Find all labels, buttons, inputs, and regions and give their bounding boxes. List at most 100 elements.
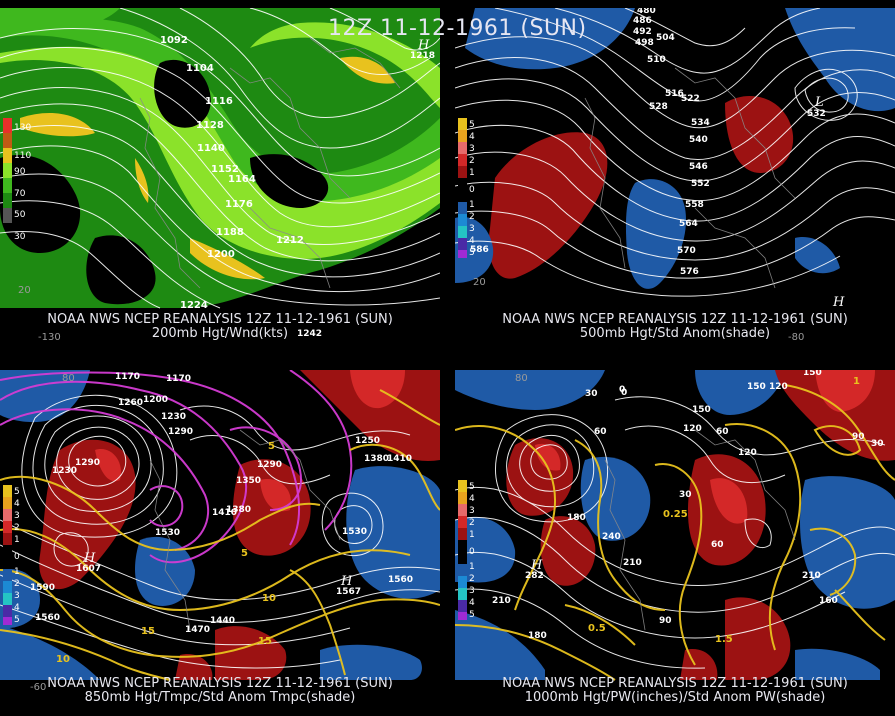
map-850mb: 1170 1170 1260 1200 1230 1290 1250 1380 … [0, 370, 440, 693]
legend-value: 5 [14, 487, 20, 497]
legend-value: 5 [469, 482, 475, 492]
legend-value: 4 [14, 603, 20, 613]
panel-1000mb[interactable]: 150 30 0 60 120 150 150 120 60 30 30 90 … [455, 370, 895, 716]
height-label: 1440 [210, 616, 235, 626]
height-label: 546 [689, 162, 708, 172]
height-label: 150 [747, 382, 766, 392]
height-label: 1560 [35, 613, 60, 623]
legend-value: 3 [469, 144, 475, 154]
legend-value: 110 [14, 151, 31, 161]
lon-tick: -80 [788, 332, 804, 343]
height-label: 1230 [52, 466, 77, 476]
panel-200mb[interactable]: 1092 1104 1116 1128 1140 1152 1164 1176 … [0, 8, 440, 343]
height-label: 240 [602, 532, 621, 542]
height-label: 558 [685, 200, 704, 210]
height-label: 30 [679, 490, 692, 500]
legend-value: 1 [14, 567, 20, 577]
pw-label: 1.5 [715, 634, 733, 645]
height-label: 210 [492, 596, 511, 606]
height-label: 480 [637, 8, 656, 16]
legend-value: 4 [14, 499, 20, 509]
height-label: 1380 [364, 454, 389, 464]
map-500mb: 480 486 492 498 504 510 516 522 528 534 … [455, 8, 895, 343]
temp-label: 10 [262, 593, 276, 604]
pw-label: 1 [853, 376, 860, 387]
legend-value: 90 [14, 167, 26, 177]
panel-850mb[interactable]: 1170 1170 1260 1200 1230 1290 1250 1380 … [0, 370, 440, 716]
legend-value: 4 [469, 236, 475, 246]
temp-label: 5 [241, 548, 248, 559]
panel-caption-line2: 500mb Hgt/Std Anom(shade) [579, 326, 771, 341]
height-label: 1530 [155, 528, 180, 538]
height-label: 1250 [355, 436, 380, 446]
panel-caption-line1: NOAA NWS NCEP REANALYSIS 12Z 11-12-1961 … [47, 312, 393, 327]
height-label: 90 [659, 616, 672, 626]
height-label: 180 [528, 631, 547, 641]
legend-value: 5 [469, 120, 475, 130]
legend-value: 3 [14, 511, 20, 521]
height-label: 1242 [297, 329, 322, 339]
pw-label: 0.25 [663, 509, 688, 520]
height-label: 1380 [226, 505, 251, 515]
height-label: 522 [681, 94, 700, 104]
main-title: 12Z 11-12-1961 (SUN) [328, 16, 587, 41]
high-pressure-marker: H [340, 574, 353, 589]
legend-value: 2 [14, 523, 20, 533]
height-label: 90 [852, 432, 865, 442]
lon-tick: -60 [30, 682, 46, 693]
high-pressure-value: 586 [470, 245, 489, 255]
height-label: 492 [633, 27, 652, 37]
lat-tick: 80 [515, 373, 528, 384]
panel-500mb[interactable]: 480 486 492 498 504 510 516 522 528 534 … [455, 8, 895, 343]
low-pressure-value: 532 [807, 109, 826, 119]
height-label: 1530 [342, 527, 367, 537]
lat-tick: 20 [473, 277, 486, 288]
legend-value: 2 [469, 574, 475, 584]
height-label: 498 [635, 38, 654, 48]
height-label: 1350 [236, 476, 261, 486]
legend-value: 4 [469, 598, 475, 608]
height-label: 1230 [161, 412, 186, 422]
height-label: 1152 [211, 164, 239, 175]
height-label: 120 [683, 424, 702, 434]
height-label: 528 [649, 102, 668, 112]
legend-value: 130 [14, 123, 31, 133]
legend-value: 1 [14, 535, 20, 545]
anomaly-legend: 5 4 3 2 1 0 1 2 3 4 5 [3, 485, 20, 625]
temp-label: 15 [141, 626, 155, 637]
height-label: 552 [691, 179, 710, 189]
height-label: 1410 [212, 508, 237, 518]
height-label: 1212 [276, 235, 304, 246]
legend-value: 1 [469, 168, 475, 178]
legend-value: 0 [469, 547, 475, 557]
legend-value: 0 [14, 552, 20, 562]
height-label: 120 [769, 382, 788, 392]
wind-legend: 130 110 90 70 50 30 [3, 118, 31, 242]
height-label: 60 [711, 540, 724, 550]
height-label: 1128 [196, 120, 224, 131]
height-label: 150 [803, 370, 822, 378]
height-label: 1170 [166, 374, 191, 384]
height-label: 1176 [225, 199, 253, 210]
height-label: 0 [621, 388, 627, 398]
height-label: 60 [594, 427, 607, 437]
height-label: 1224 [180, 300, 208, 311]
legend-value: 3 [469, 586, 475, 596]
high-pressure-marker: H [832, 295, 845, 310]
temp-label: 5 [268, 441, 275, 452]
legend-value: 1 [469, 530, 475, 540]
legend-value: 5 [469, 610, 475, 620]
high-pressure-marker: H [83, 551, 96, 566]
lat-tick: 20 [18, 285, 31, 296]
height-label: 1200 [143, 395, 168, 405]
high-pressure-value: 1218 [410, 51, 435, 61]
height-label: 180 [567, 513, 586, 523]
high-pressure-marker: H [530, 558, 543, 573]
panel-caption-line2: 1000mb Hgt/PW(inches)/Std Anom PW(shade) [524, 690, 826, 705]
lon-tick: -130 [38, 332, 61, 343]
height-label: 1560 [388, 575, 413, 585]
legend-value: 2 [469, 156, 475, 166]
high-pressure-marker: H [417, 38, 430, 53]
height-label: 150 [692, 405, 711, 415]
legend-value: 2 [469, 518, 475, 528]
